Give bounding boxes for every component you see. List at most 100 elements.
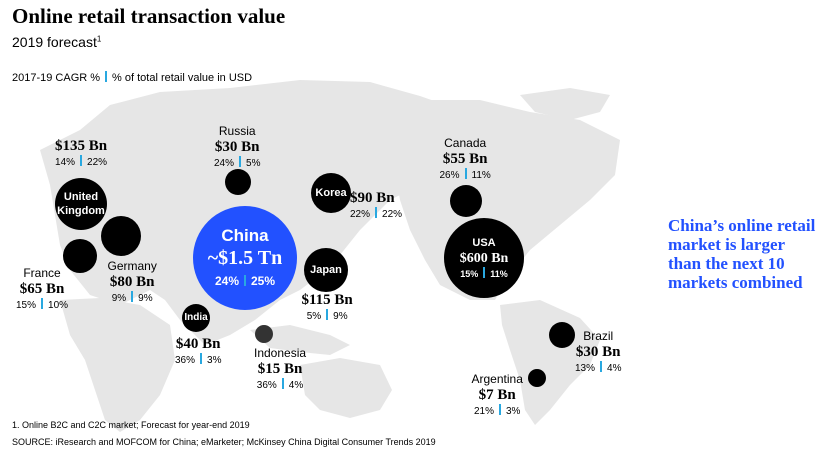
label-japan: $115 Bn 5% 9% bbox=[302, 292, 353, 324]
share-value: 11% bbox=[490, 268, 508, 279]
label-stats: 36% 4% bbox=[254, 378, 306, 393]
label-india: $40 Bn 36% 3% bbox=[175, 336, 221, 368]
bubble-argentina bbox=[528, 369, 546, 387]
label-value: $135 Bn bbox=[55, 138, 108, 154]
cagr-value: 24% bbox=[214, 274, 239, 288]
label-country-name: Argentina bbox=[471, 372, 523, 386]
label-country-name: France bbox=[23, 266, 61, 280]
cagr-value: 9% bbox=[111, 293, 127, 304]
label-stats: 21% 3% bbox=[472, 404, 523, 419]
cagr-value: 26% bbox=[439, 170, 460, 181]
share-value: 25% bbox=[251, 274, 276, 288]
source-note: SOURCE: iResearch and MOFCOM for China; … bbox=[12, 437, 436, 447]
label-value: $40 Bn bbox=[175, 336, 221, 352]
label-country-name: Brazil bbox=[583, 329, 614, 343]
legend-share: % of total retail value in USD bbox=[112, 72, 253, 84]
label-value: $115 Bn bbox=[301, 292, 353, 308]
label-stats: 22% 22% bbox=[350, 207, 402, 222]
bubble-value: ~$1.5 Tn bbox=[207, 247, 283, 269]
label-stats: 13% 4% bbox=[575, 361, 621, 376]
share-value: 3% bbox=[207, 355, 222, 366]
label-canada: Canada $55 Bn 26% 11% bbox=[440, 136, 491, 183]
bubble-value: $600 Bn bbox=[459, 250, 509, 266]
stat-separator bbox=[131, 291, 134, 302]
stat-separator bbox=[498, 404, 501, 415]
label-france: France $65 Bn 15% 10% bbox=[16, 266, 68, 313]
stat-separator bbox=[326, 309, 329, 320]
share-value: 9% bbox=[138, 293, 153, 304]
bubble-country-name: Japan bbox=[310, 264, 342, 276]
bubble-country-name: Korea bbox=[315, 187, 347, 199]
bubble-indonesia bbox=[255, 325, 273, 343]
label-stats: 36% 3% bbox=[175, 353, 221, 368]
label-stats: 26% 11% bbox=[440, 168, 491, 183]
label-country-name: Russia bbox=[218, 124, 256, 138]
bubble-france bbox=[63, 239, 97, 273]
legend-separator bbox=[105, 71, 108, 82]
legend: 2017-19 CAGR % % of total retail value in… bbox=[12, 71, 252, 84]
stat-separator bbox=[464, 168, 467, 179]
bubble-russia bbox=[225, 169, 251, 195]
stat-separator bbox=[600, 361, 603, 372]
bubble-country-name: USA bbox=[472, 236, 496, 249]
label-brazil: Brazil $30 Bn 13% 4% bbox=[575, 329, 621, 376]
bubble-korea: Korea bbox=[311, 173, 351, 213]
label-value: $15 Bn bbox=[257, 361, 303, 377]
stat-separator bbox=[244, 275, 246, 286]
cagr-value: 15% bbox=[460, 268, 479, 279]
label-russia: Russia $30 Bn 24% 5% bbox=[214, 124, 260, 171]
callout-text: China’s online retail market is larger t… bbox=[668, 216, 816, 292]
label-germany: Germany $80 Bn 9% 9% bbox=[108, 259, 157, 306]
cagr-value: 24% bbox=[214, 158, 235, 169]
label-stats: 9% 9% bbox=[108, 291, 157, 306]
label-value: $30 Bn bbox=[575, 344, 621, 360]
stat-separator bbox=[375, 207, 378, 218]
cagr-value: 5% bbox=[306, 311, 322, 322]
stat-separator bbox=[41, 298, 44, 309]
share-value: 10% bbox=[48, 300, 69, 311]
stat-separator bbox=[281, 378, 284, 389]
share-value: 22% bbox=[87, 157, 108, 168]
label-indonesia: Indonesia $15 Bn 36% 4% bbox=[254, 346, 306, 393]
label-stats: 15% 10% bbox=[16, 298, 68, 313]
label-value: $80 Bn bbox=[109, 274, 155, 290]
label-value: $55 Bn bbox=[442, 151, 488, 167]
bubble-brazil bbox=[549, 322, 575, 348]
cagr-value: 13% bbox=[575, 363, 596, 374]
label-stats: 24% 5% bbox=[214, 156, 260, 171]
chart-subtitle: 2019 forecast1 bbox=[12, 34, 101, 50]
share-value: 11% bbox=[471, 170, 491, 181]
label-stats: 5% 9% bbox=[302, 309, 353, 324]
share-value: 4% bbox=[288, 380, 304, 391]
bubble-stats: 15% 11% bbox=[460, 266, 508, 280]
share-value: 9% bbox=[333, 311, 348, 322]
footnote: 1. Online B2C and C2C market; Forecast f… bbox=[12, 420, 250, 430]
bubble-canada bbox=[450, 185, 482, 217]
bubble-usa: USA $600 Bn 15% 11% bbox=[444, 218, 524, 298]
bubble-country-name: China bbox=[221, 226, 269, 245]
legend-cagr: 2017-19 CAGR % bbox=[12, 72, 101, 84]
bubble-india: India bbox=[182, 304, 210, 332]
label-country-name: Canada bbox=[444, 136, 487, 150]
label-value: $90 Bn bbox=[350, 190, 395, 206]
label-stats: 14% 22% bbox=[55, 155, 107, 170]
subtitle-footnote-marker: 1 bbox=[96, 34, 102, 44]
stat-separator bbox=[200, 353, 203, 364]
bubble-germany bbox=[101, 216, 141, 256]
cagr-value: 36% bbox=[175, 355, 196, 366]
share-value: 5% bbox=[246, 158, 261, 169]
share-value: 22% bbox=[382, 209, 403, 220]
subtitle-text: 2019 forecast bbox=[12, 34, 97, 50]
stat-separator bbox=[483, 266, 486, 278]
bubble-united-kingdom: United Kingdom bbox=[55, 178, 107, 230]
share-value: 4% bbox=[607, 363, 622, 374]
share-value: 3% bbox=[505, 406, 521, 417]
cagr-value: 21% bbox=[473, 406, 494, 417]
stat-separator bbox=[239, 156, 242, 167]
chart-title: Online retail transaction value bbox=[12, 4, 286, 28]
label-country-name: Indonesia bbox=[254, 346, 307, 360]
bubble-country-name: United Kingdom bbox=[57, 191, 105, 217]
label-united-kingdom: $135 Bn 14% 22% bbox=[55, 138, 107, 170]
label-korea: $90 Bn 22% 22% bbox=[350, 190, 402, 222]
bubble-country-name: India bbox=[184, 312, 208, 323]
